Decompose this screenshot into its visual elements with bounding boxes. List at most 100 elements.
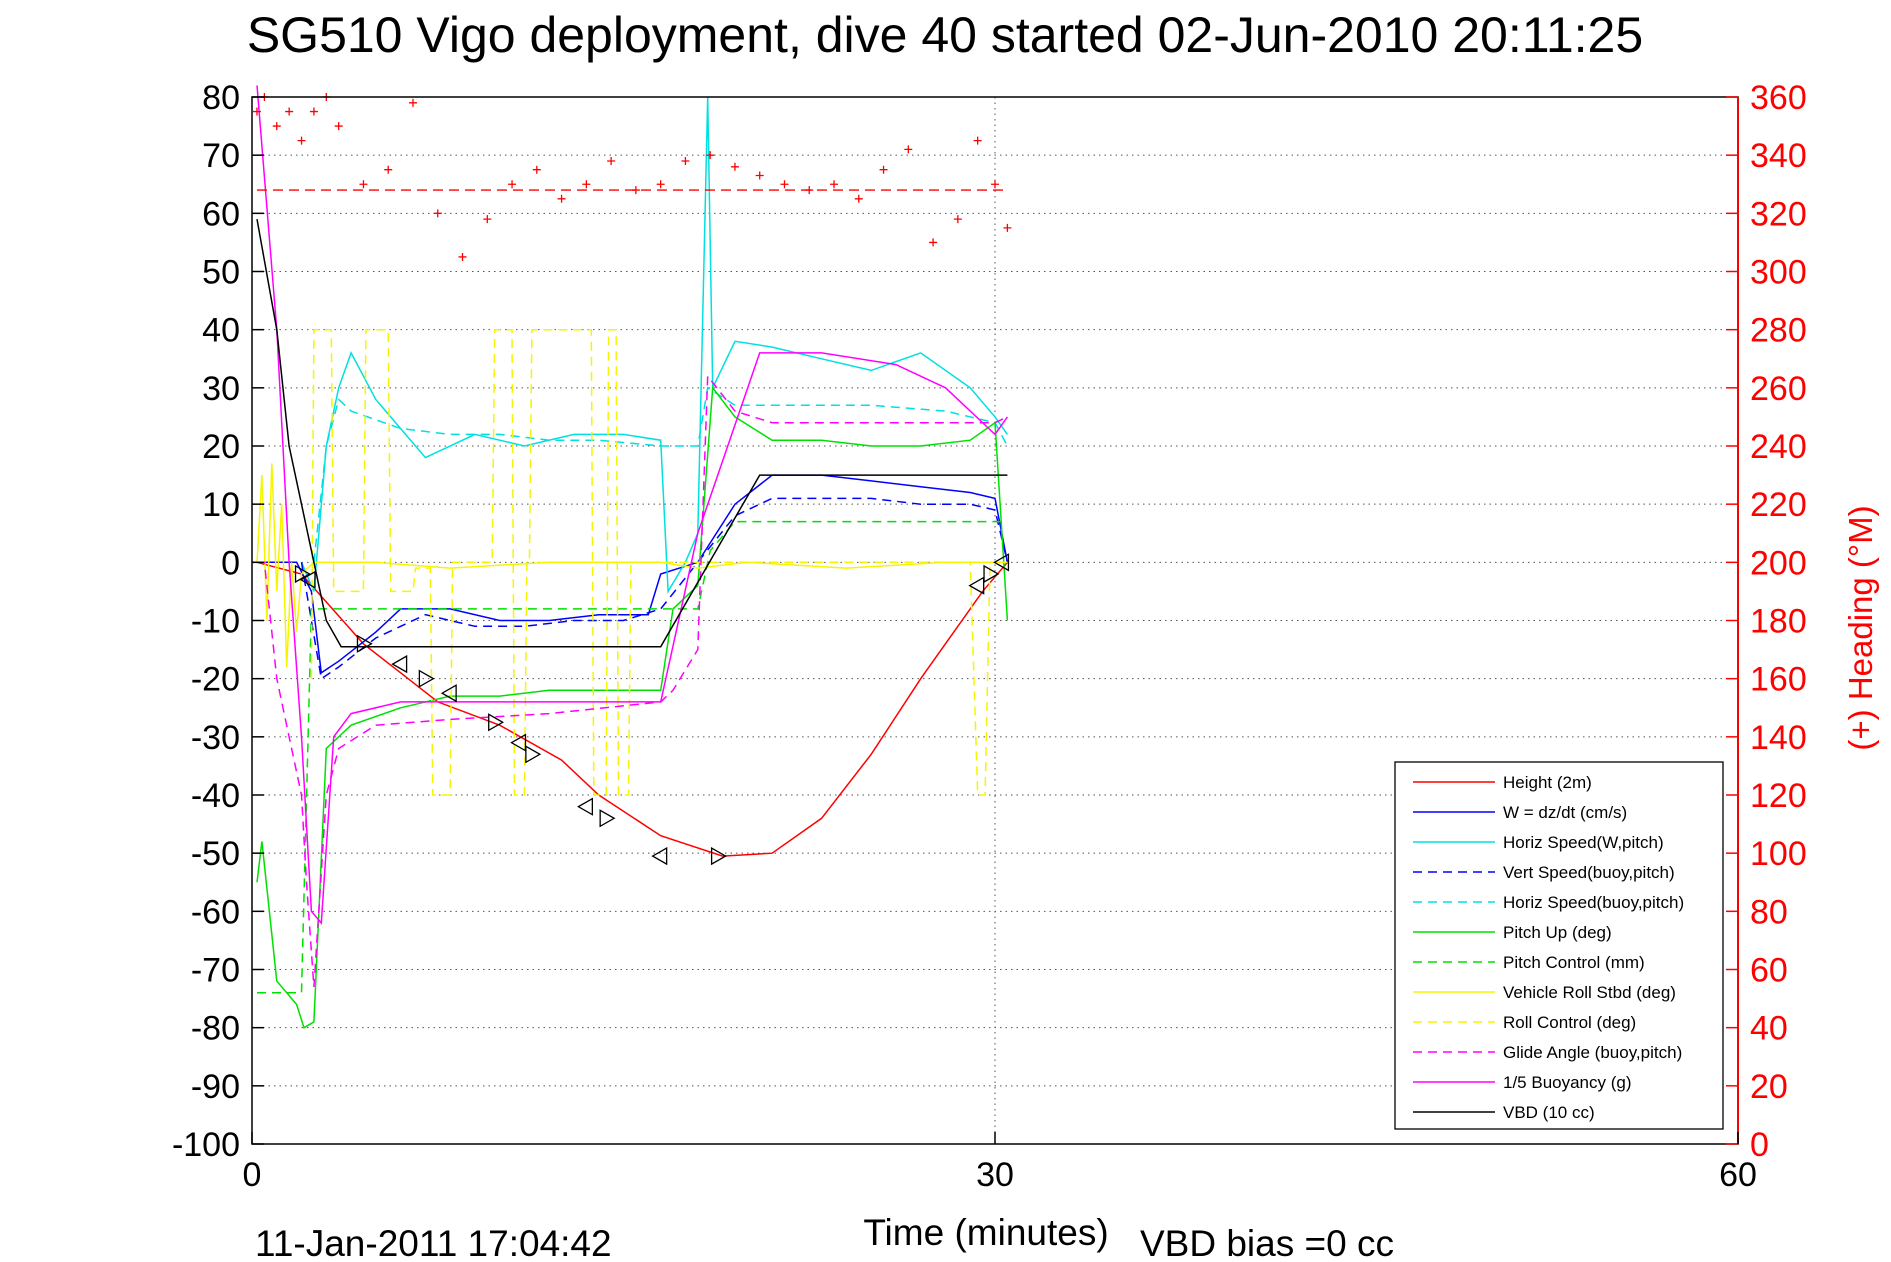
left-tick-label: -10: [191, 603, 240, 641]
legend-box: [1394, 761, 1724, 1130]
heading-marker: [953, 215, 962, 224]
right-tick-label: 120: [1750, 777, 1807, 815]
triangle-marker: [993, 553, 1010, 572]
left-tick-label: 40: [202, 312, 240, 350]
heading-marker: [929, 238, 938, 247]
triangle-marker: [488, 713, 505, 732]
series-layer: [252, 85, 1009, 1029]
left-tick-label: 60: [202, 195, 240, 233]
x-tick-label: 30: [976, 1156, 1014, 1194]
heading-marker: [830, 180, 839, 189]
heading-marker: [433, 209, 442, 218]
right-tick-label: 40: [1750, 1010, 1788, 1048]
left-tick-label: -80: [191, 1010, 240, 1048]
heading-marker: [309, 107, 318, 116]
right-tick-label: 320: [1750, 195, 1807, 233]
right-tick-label: 220: [1750, 486, 1807, 524]
triangle-marker: [599, 809, 616, 828]
x-axis-ticks: 0 30 60: [243, 1132, 1757, 1194]
left-tick-label: -60: [191, 893, 240, 931]
heading-marker: [272, 122, 281, 131]
right-tick-label: 240: [1750, 428, 1807, 466]
heading-marker: [755, 171, 764, 180]
heading-marker: [359, 180, 368, 189]
series-line-2: [300, 96, 1009, 594]
heading-marker: [706, 151, 715, 160]
triangle-marker: [577, 797, 593, 816]
heading-marker: [334, 122, 343, 131]
heading-marker: [607, 156, 616, 165]
heading-marker: [582, 180, 591, 189]
left-tick-label: -40: [191, 777, 240, 815]
triangle-marker: [294, 564, 311, 584]
heading-marker: [297, 136, 306, 145]
footer-vbd-bias: VBD bias =0 cc: [1140, 1223, 1394, 1262]
heading-marker: [904, 145, 913, 154]
series-line-6: [257, 520, 1008, 994]
triangle-marker: [710, 846, 727, 866]
right-tick-label: 100: [1750, 835, 1807, 873]
heading-layer: [252, 93, 1012, 261]
legend-label-2: Horiz Speed(W,pitch): [1503, 833, 1664, 852]
legend-label-5: Pitch Up (deg): [1503, 923, 1612, 942]
triangle-marker: [651, 846, 668, 866]
heading-marker: [483, 215, 492, 224]
series-line-10: [256, 85, 1009, 925]
triangle-marker: [525, 745, 542, 764]
right-tick-label: 180: [1750, 603, 1807, 641]
heading-marker: [384, 165, 393, 174]
heading-marker: [285, 107, 294, 116]
series-line-4: [313, 386, 1009, 563]
series-line-8: [310, 328, 991, 796]
series-line-5: [256, 385, 1009, 1029]
left-tick-label: 80: [202, 79, 240, 117]
chart-title: SG510 Vigo deployment, dive 40 started 0…: [247, 7, 1643, 63]
right-tick-label: 340: [1750, 137, 1807, 175]
heading-marker: [458, 252, 467, 261]
left-tick-label: 30: [202, 370, 240, 408]
legend-label-0: Height (2m): [1503, 773, 1592, 792]
x-tick-label: 0: [243, 1156, 262, 1194]
legend-label-10: 1/5 Buoyancy (g): [1503, 1073, 1632, 1092]
right-tick-label: 200: [1750, 544, 1807, 582]
right-tick-label: 80: [1750, 893, 1788, 931]
heading-marker: [780, 180, 789, 189]
triangle-marker: [983, 564, 1000, 584]
right-tick-label: 60: [1750, 952, 1788, 990]
heading-marker: [879, 165, 888, 174]
left-axis-ticks: 80 70 60 50 40 30 20 10 0 -10 -20 -30 -40 -50 -60 -70 -8…: [172, 79, 264, 1164]
series-line-7: [256, 463, 1008, 668]
heading-marker: [973, 136, 982, 145]
series-line-3: [300, 497, 1009, 680]
series-line-0: [256, 561, 1008, 857]
left-tick-label: -30: [191, 719, 240, 757]
footer-timestamp: 11-Jan-2011 17:04:42: [255, 1223, 612, 1262]
x-tick-label: 60: [1719, 1156, 1757, 1194]
right-tick-label: 260: [1750, 370, 1807, 408]
right-tick-label: 280: [1750, 312, 1807, 350]
right-tick-label: 20: [1750, 1068, 1788, 1106]
heading-marker: [252, 107, 261, 116]
marker-layer: [294, 553, 1010, 866]
heading-marker: [681, 156, 690, 165]
right-axis-label: (+) Heading (°M): [1842, 505, 1879, 750]
heading-marker: [408, 98, 417, 107]
legend-label-6: Pitch Control (mm): [1503, 953, 1645, 972]
series-line-11: [256, 218, 1008, 648]
heading-marker: [730, 162, 739, 171]
heading-marker: [991, 180, 999, 189]
triangle-marker: [510, 733, 527, 752]
left-tick-label: 50: [202, 254, 240, 292]
left-tick-label: 0: [221, 544, 240, 582]
legend-label-11: VBD (10 cc): [1503, 1103, 1595, 1122]
right-tick-label: 140: [1750, 719, 1807, 757]
triangle-marker: [968, 576, 985, 595]
series-line-9: [257, 374, 1008, 988]
left-tick-label: -90: [191, 1068, 240, 1106]
legend: Height (2m) W = dz/dt (cm/s) Horiz Speed(W…: [1394, 761, 1724, 1130]
left-tick-label: 10: [202, 486, 240, 524]
heading-marker: [1003, 223, 1012, 232]
right-tick-label: 0: [1750, 1126, 1769, 1164]
left-tick-label: 70: [202, 137, 240, 175]
